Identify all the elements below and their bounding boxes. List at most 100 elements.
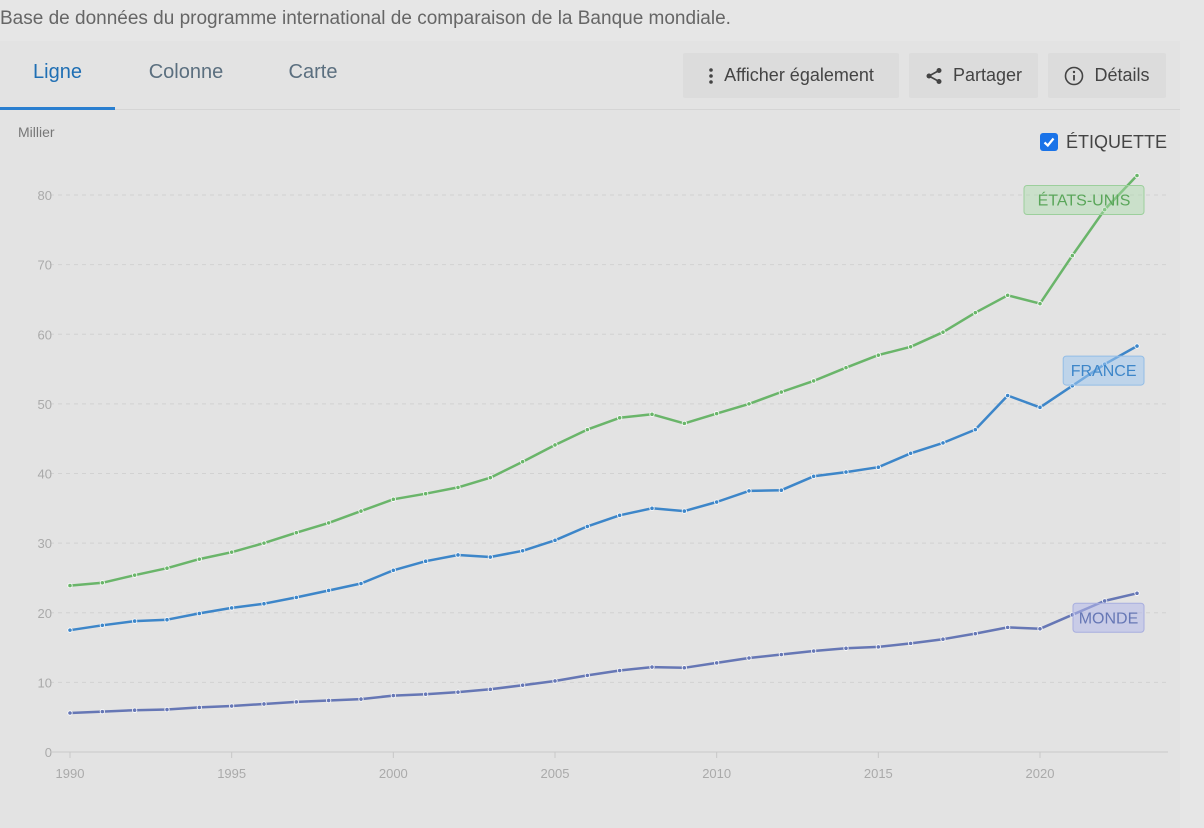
data-point [908, 450, 914, 456]
data-point [487, 686, 493, 692]
details-label: Détails [1094, 65, 1150, 85]
data-point [746, 401, 752, 407]
data-point [423, 491, 429, 497]
label-toggle-text: ÉTIQUETTE [1066, 131, 1168, 152]
info-icon [1065, 66, 1084, 85]
series-line [69, 592, 1138, 715]
data-point [455, 689, 461, 695]
data-point [229, 703, 235, 709]
data-point [778, 389, 784, 395]
data-point [811, 648, 817, 654]
y-tick-label: 80 [38, 188, 52, 203]
data-point [908, 344, 914, 350]
data-point [261, 601, 267, 607]
data-point [520, 548, 526, 554]
data-point [681, 665, 687, 671]
data-point [67, 710, 73, 716]
data-point [617, 415, 623, 421]
data-point [293, 594, 299, 601]
series-label-france: FRANCE [1071, 363, 1137, 380]
data-point [1069, 252, 1075, 259]
data-point [972, 631, 978, 637]
tab-map[interactable]: Carte [288, 61, 338, 83]
data-point [1005, 392, 1011, 399]
data-point [552, 678, 558, 684]
y-tick-label: 60 [38, 327, 52, 342]
data-point [358, 696, 364, 702]
x-tick-label: 2005 [541, 766, 570, 781]
data-point [1134, 343, 1140, 349]
series-label-box-france [1062, 355, 1145, 386]
checkmark-icon [1043, 137, 1055, 148]
data-point [455, 484, 461, 491]
data-point [326, 587, 332, 594]
y-tick-label: 40 [38, 467, 52, 482]
data-point [746, 488, 752, 494]
data-point [940, 636, 946, 642]
share-button[interactable]: Partager [909, 53, 1038, 98]
data-point [681, 420, 687, 426]
data-point [520, 682, 526, 688]
data-point [584, 523, 590, 530]
data-point [552, 442, 558, 448]
data-point [326, 520, 332, 526]
series-label-etats-unis: ÉTATS-UNIS [1038, 191, 1131, 210]
data-point [746, 655, 752, 661]
data-point [67, 582, 73, 589]
show-also-button[interactable]: Afficher également [683, 53, 899, 98]
data-point [132, 572, 138, 578]
data-point [617, 667, 623, 674]
y-tick-label: 10 [38, 675, 52, 690]
data-point [843, 365, 849, 371]
data-point [714, 499, 720, 505]
data-point [972, 427, 978, 433]
data-point [487, 475, 493, 481]
data-point [487, 554, 493, 560]
data-point [584, 672, 590, 679]
chart-type-tabs: Ligne Colonne Carte Afficher également P… [0, 41, 1180, 110]
y-tick-label: 20 [38, 606, 52, 621]
chart-panel: Ligne Colonne Carte Afficher également P… [0, 41, 1180, 828]
x-tick-label: 1995 [217, 766, 246, 781]
data-point [1037, 626, 1043, 632]
data-point [1134, 172, 1140, 179]
data-point [164, 617, 170, 623]
data-point [196, 556, 202, 562]
data-point [99, 580, 105, 586]
data-point [1102, 598, 1108, 604]
tab-column[interactable]: Colonne [148, 61, 224, 83]
data-point [681, 508, 687, 514]
data-point [196, 704, 202, 711]
data-point [1005, 624, 1011, 630]
data-point [196, 610, 202, 617]
data-point [875, 644, 881, 650]
data-point [649, 505, 655, 511]
series-line [69, 174, 1138, 587]
data-point [520, 459, 526, 465]
data-point [390, 693, 396, 699]
data-point [584, 427, 590, 433]
series-label-box-etats-unis [1023, 185, 1145, 216]
data-point [811, 473, 817, 479]
more-vertical-icon [709, 67, 713, 84]
series-label-box-monde [1072, 602, 1145, 633]
label-toggle[interactable]: ÉTIQUETTE [1040, 131, 1167, 153]
x-tick-label: 2020 [1026, 766, 1055, 781]
x-tick-label: 2010 [702, 766, 731, 781]
data-point [1005, 292, 1011, 298]
data-point [908, 640, 914, 646]
data-point [714, 411, 720, 417]
y-tick-label: 70 [38, 258, 52, 273]
tab-line[interactable]: Ligne [0, 41, 115, 110]
x-tick-label: 1990 [56, 766, 85, 781]
data-point [358, 580, 364, 587]
details-button[interactable]: Détails [1048, 53, 1166, 98]
data-point [132, 707, 138, 713]
y-tick-label: 0 [45, 745, 52, 760]
data-point [229, 605, 235, 611]
data-point [1102, 207, 1108, 213]
label-checkbox[interactable] [1040, 133, 1058, 151]
series-line [69, 345, 1138, 632]
data-point [552, 537, 558, 543]
